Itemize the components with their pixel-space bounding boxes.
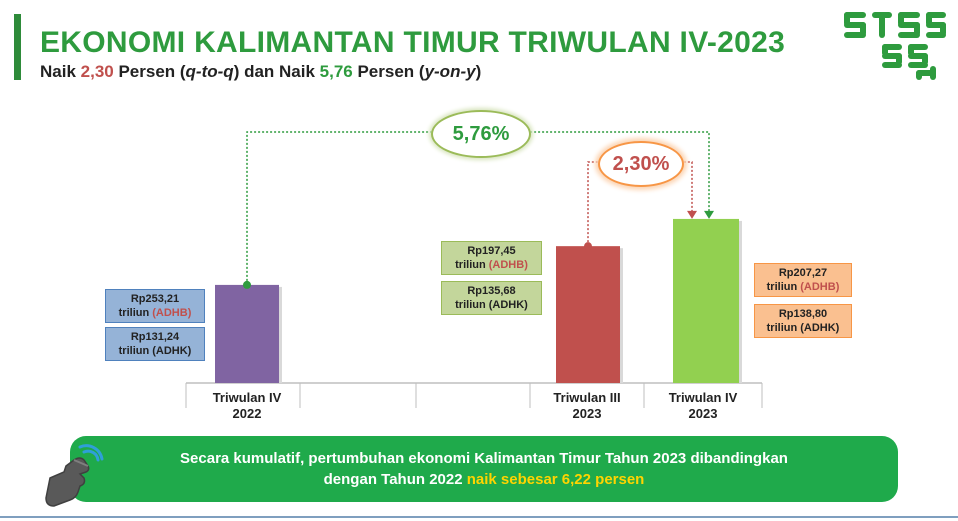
tw3-2023-adhb-label: Rp197,45 triliun (ADHB) (441, 241, 542, 275)
value: Rp253,21 (130, 293, 180, 305)
yoy-start-dot (243, 280, 251, 289)
tw4-2022-adhb-label: Rp253,21 triliun (ADHB) (105, 289, 205, 323)
pointing-hand-icon (45, 444, 104, 507)
value: Rp131,24 (130, 331, 180, 343)
adhb-tag: (ADHB) (152, 307, 192, 319)
tw3-2023-adhk-label: Rp135,68 triliun (ADHK) (441, 281, 542, 315)
yoy-arrowhead (704, 210, 714, 219)
subtitle-qtoq-label: q-to-q (185, 62, 234, 81)
qoq-arrowhead (687, 210, 697, 219)
tw4-2022-adhk-label: Rp131,24 triliun (ADHK) (105, 327, 205, 361)
subtitle-mid2: ) dan Naik (233, 62, 320, 81)
x-tick-line1: Triwulan IV (668, 390, 738, 405)
x-tick-line2: 2023 (688, 406, 718, 421)
banner-highlight: naik sebesar 6,22 persen (466, 471, 645, 488)
banner-line1: Secara kumulatif, pertumbuhan ekonomi Ka… (180, 450, 788, 467)
adhb-tag: (ADHB) (488, 259, 528, 271)
unit: triliun (ADHK) (455, 299, 528, 311)
value: Rp138,80 (778, 308, 828, 320)
bottom-divider (0, 516, 958, 518)
x-tick-line2: 2023 (572, 406, 602, 421)
subtitle-end: ) (475, 62, 482, 81)
bar-shadow (739, 220, 742, 383)
bps-se-logo-icon (844, 12, 946, 80)
page-subtitle: Naik 2,30 Persen (q-to-q) dan Naik 5,76 … (40, 62, 481, 82)
qoq-growth-badge: 2,30% (598, 141, 684, 187)
unit: triliun (ADHK) (766, 322, 840, 334)
subtitle-yony-label: y-on-y (424, 62, 476, 81)
subtitle-mid1: Persen ( (113, 62, 186, 81)
page-title: EKONOMI KALIMANTAN TIMUR TRIWULAN IV-202… (40, 26, 786, 59)
x-tick-line1: Triwulan IV (212, 390, 282, 405)
value: Rp135,68 (467, 285, 516, 297)
bar-shadow (620, 248, 623, 383)
banner-line2: dengan Tahun 2022 naik sebesar 6,22 pers… (70, 469, 898, 490)
x-tick-line2: 2022 (232, 406, 262, 421)
unit: triliun (118, 307, 153, 319)
bar-triwulan-iv-2023 (673, 218, 739, 383)
yoy-connector-line (246, 131, 710, 285)
unit: triliun (455, 259, 489, 271)
subtitle-prefix: Naik (40, 62, 81, 81)
yoy-growth-badge: 5,76% (431, 110, 531, 158)
x-tick-label: Triwulan IV 2023 (643, 390, 763, 422)
bar-triwulan-iii-2023 (556, 246, 620, 383)
x-tick-line1: Triwulan III (553, 390, 621, 405)
title-accent-bar (14, 14, 21, 80)
value: Rp207,27 (778, 267, 828, 279)
unit: triliun (ADHK) (118, 345, 192, 357)
bar-triwulan-iv-2022 (215, 284, 279, 383)
banner-line2-prefix: dengan Tahun 2022 (323, 471, 467, 488)
x-tick-label: Triwulan IV 2022 (187, 390, 307, 422)
subtitle-qtoq-value: 2,30 (80, 62, 114, 81)
subtitle-mid3: Persen ( (352, 62, 425, 81)
cumulative-growth-banner: Secara kumulatif, pertumbuhan ekonomi Ka… (70, 436, 898, 502)
adhb-tag: (ADHB) (800, 281, 840, 293)
tw4-2023-adhb-label: Rp207,27 triliun (ADHB) (754, 263, 852, 297)
value: Rp197,45 (467, 245, 516, 257)
tw4-2023-adhk-label: Rp138,80 triliun (ADHK) (754, 304, 852, 338)
qoq-start-dot (584, 242, 592, 251)
unit: triliun (766, 281, 801, 293)
subtitle-yony-value: 5,76 (319, 62, 353, 81)
bar-shadow (279, 286, 282, 383)
x-tick-label: Triwulan III 2023 (527, 390, 647, 422)
